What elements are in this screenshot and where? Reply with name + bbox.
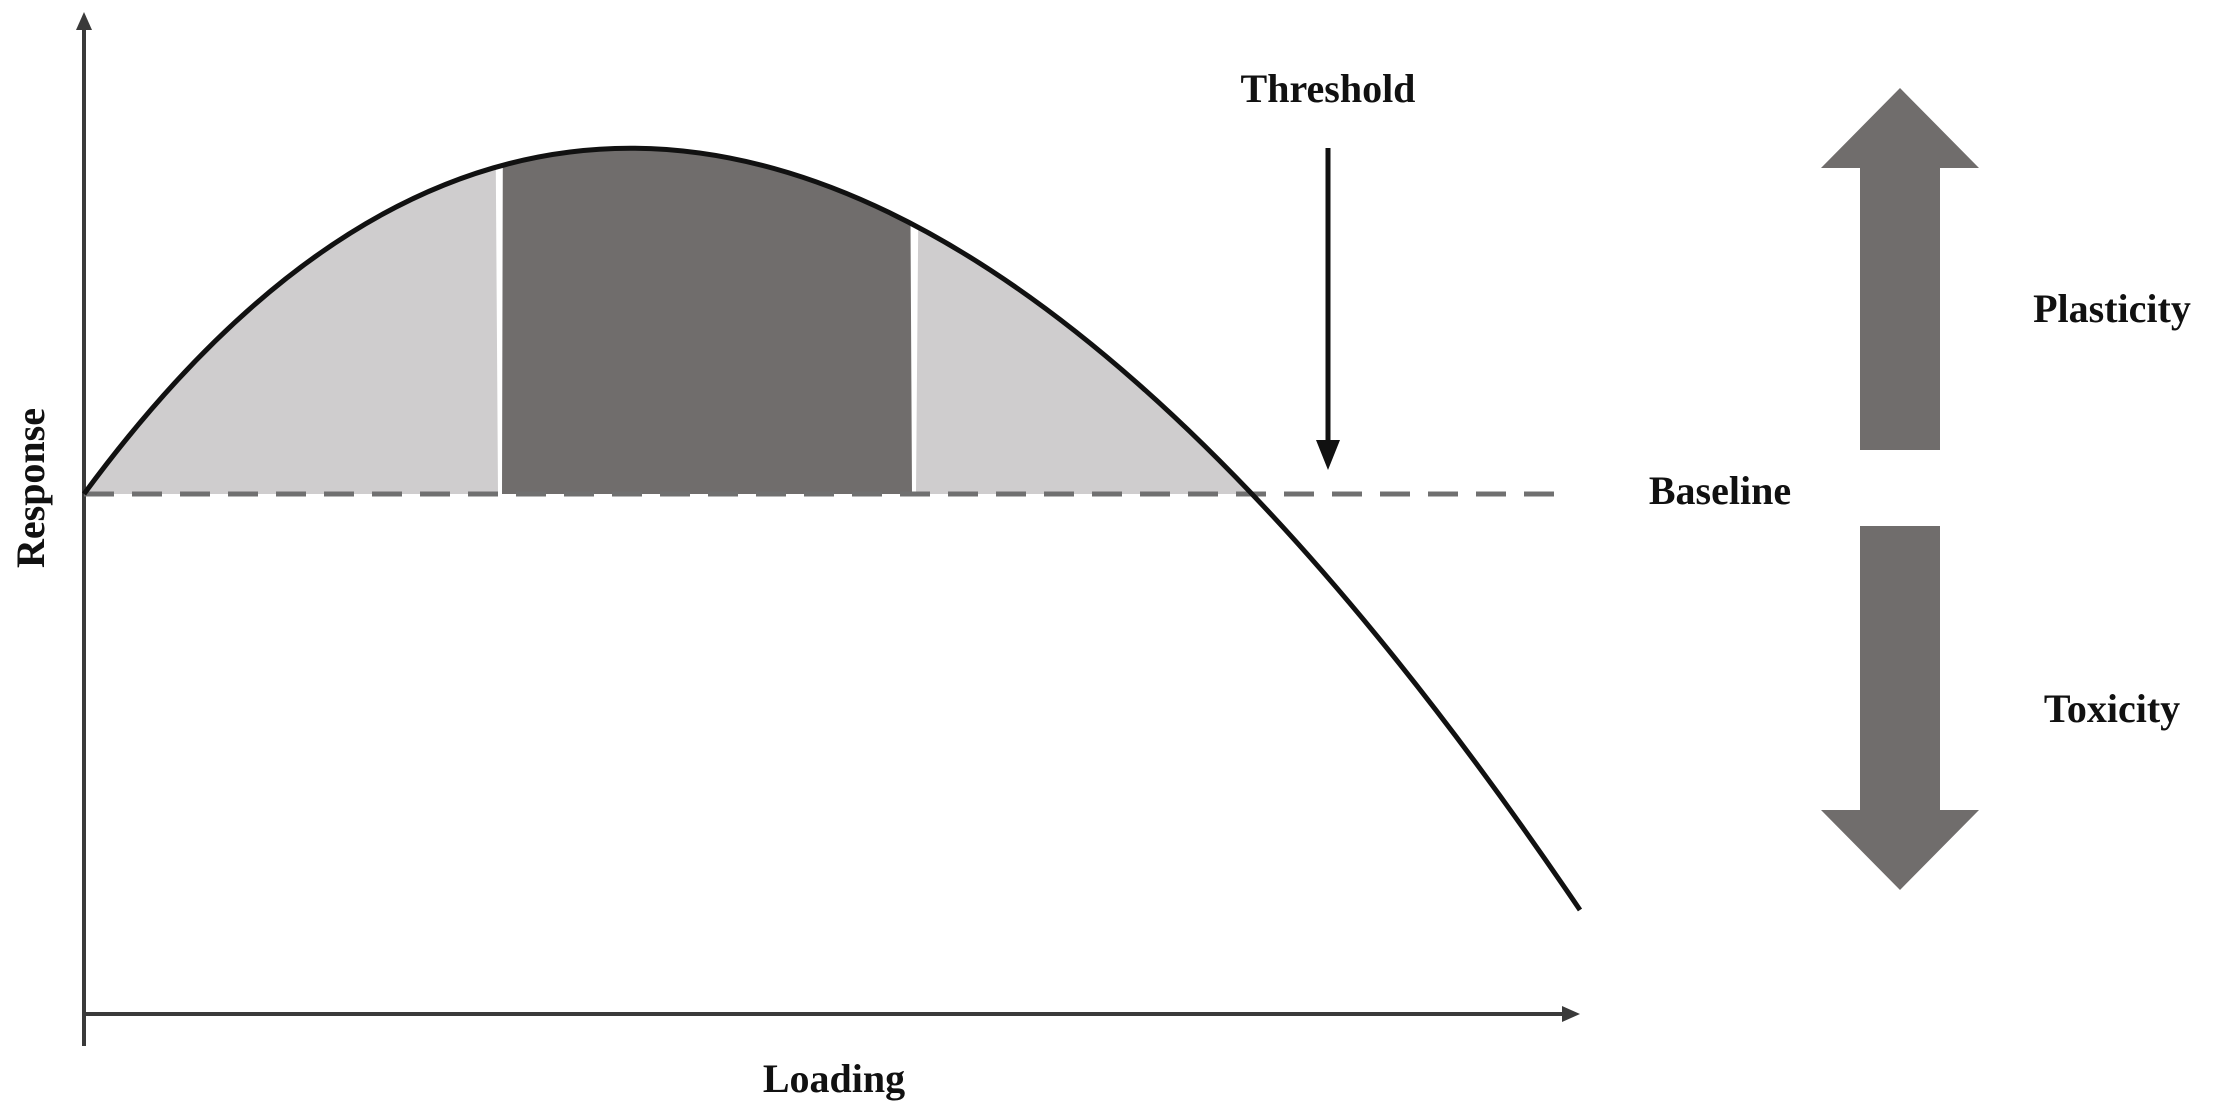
response-zones — [84, 148, 1255, 497]
toxicity-label: Toxicity — [2044, 686, 2180, 731]
y-axis-arrowhead — [76, 12, 92, 30]
plasticity-label: Plasticity — [2033, 286, 2191, 331]
axes — [76, 12, 1580, 1046]
baseline-label: Baseline — [1649, 468, 1791, 513]
plasticity-up-arrow — [1821, 88, 1979, 450]
y-axis-label: Response — [8, 408, 53, 568]
light-zone-left — [84, 167, 498, 494]
x-axis-label: Loading — [763, 1056, 905, 1101]
threshold-arrow — [1316, 148, 1340, 470]
light-zone-right — [916, 227, 1255, 497]
dark-optimal-zone — [502, 148, 912, 494]
response-curve — [81, 145, 1583, 912]
threshold-label: Threshold — [1241, 66, 1416, 111]
x-axis-arrowhead — [1562, 1006, 1580, 1022]
toxicity-down-arrow — [1821, 526, 1979, 890]
